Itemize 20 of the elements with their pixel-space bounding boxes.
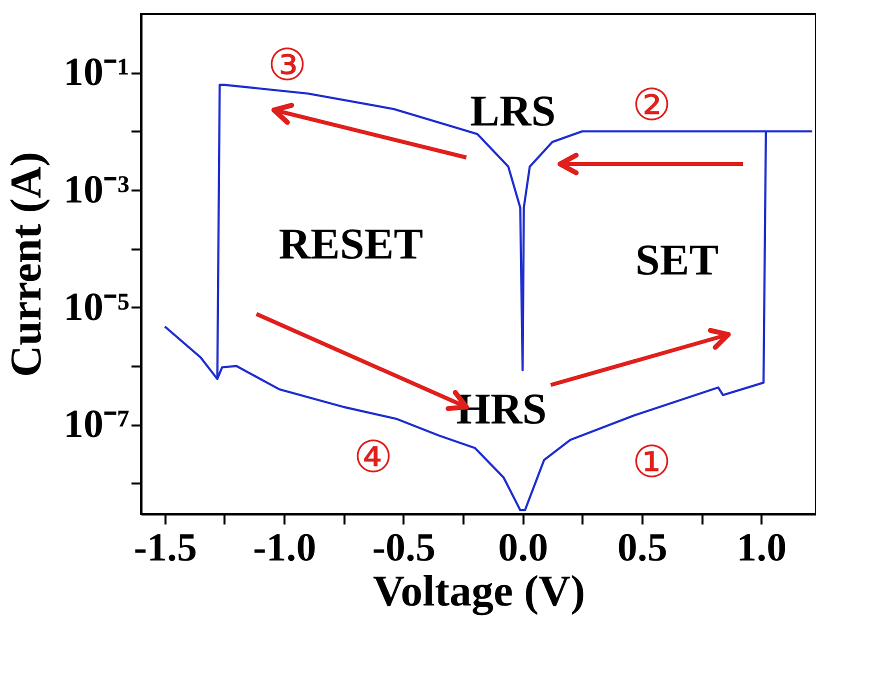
x-tick-label: -0.5 bbox=[372, 524, 436, 570]
line-series bbox=[164, 84, 812, 512]
annotation: ④ bbox=[354, 433, 393, 482]
annotation: ② bbox=[632, 81, 671, 130]
x-tick-label: -1.0 bbox=[252, 524, 316, 570]
y-tick-label: 10⁻¹ bbox=[64, 49, 130, 94]
annotation: ③ bbox=[267, 41, 306, 90]
annotation: ① bbox=[632, 438, 671, 487]
y-tick-label: 10⁻³ bbox=[64, 166, 130, 212]
y-tick-label: 10⁻⁷ bbox=[64, 401, 130, 446]
x-axis-title: Voltage (V) bbox=[372, 566, 586, 616]
annotation: RESET bbox=[278, 220, 424, 268]
annotation: LRS bbox=[470, 86, 556, 136]
y-tick-label: 10⁻⁵ bbox=[64, 284, 130, 329]
x-tick-label: 0.0 bbox=[498, 524, 548, 570]
x-tick-label: 1.0 bbox=[736, 524, 787, 570]
x-tick-label: -1.5 bbox=[134, 524, 198, 570]
x-tick-label: 0.5 bbox=[617, 524, 668, 570]
annotation: SET bbox=[635, 236, 719, 284]
y-axis-title: Current (A) bbox=[2, 152, 51, 378]
